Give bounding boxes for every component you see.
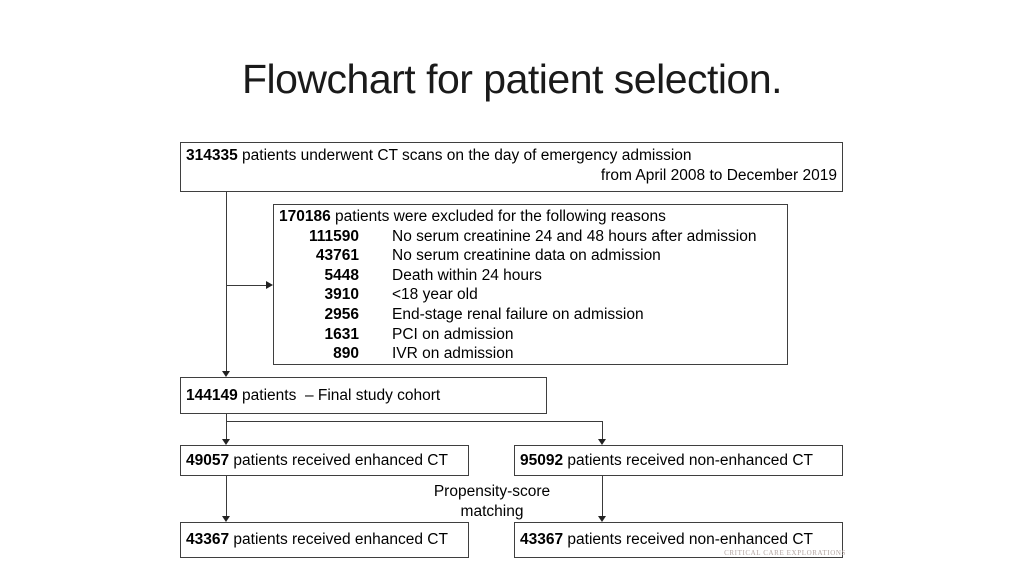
exclusion-reason: PCI on admission <box>392 325 514 343</box>
matched-enhanced-count: 43367 <box>186 531 230 548</box>
admission-period: from April 2008 to December 2019 <box>600 167 837 184</box>
exclusion-count: 3910 <box>324 286 359 304</box>
exclusion-count: 890 <box>333 345 359 363</box>
connector-to-exclusions <box>226 285 266 286</box>
box-final-cohort: 144149 patients – Final study cohort <box>180 377 547 414</box>
nonenhanced-count: 95092 <box>520 451 564 469</box>
propensity-matching-label: Propensity-score matching <box>432 482 552 521</box>
box-enhanced-ct: 49057 patients received enhanced CT <box>180 445 469 476</box>
exclusion-reason: No serum creatinine 24 and 48 hours afte… <box>392 227 757 245</box>
arrow-down-icon <box>222 439 230 445</box>
exclusion-row: 2956 End-stage renal failure on admission <box>279 305 787 325</box>
exclusion-reason: End-stage renal failure on admission <box>392 305 644 323</box>
arrow-down-icon <box>222 371 230 377</box>
enhanced-text: patients received enhanced CT <box>229 451 448 469</box>
arrow-down-icon <box>222 516 230 522</box>
connector-cohort-to-enhanced <box>226 414 227 439</box>
propensity-line1: Propensity-score <box>433 483 551 500</box>
exclusion-row: 111590 No serum creatinine 24 and 48 hour… <box>279 227 787 247</box>
exclusion-count: 43761 <box>315 247 359 265</box>
connector-branch-horizontal <box>226 421 603 422</box>
box-admission: 314335 patients underwent CT scans on th… <box>180 142 843 192</box>
admission-count: 314335 <box>186 147 238 164</box>
arrow-down-icon <box>598 439 606 445</box>
enhanced-count: 49057 <box>186 451 230 469</box>
exclusion-row: 3910 <18 year old <box>279 285 787 305</box>
nonenhanced-text: patients received non-enhanced CT <box>563 451 813 469</box>
exclusion-reason: Death within 24 hours <box>392 266 542 284</box>
exclusion-reason: <18 year old <box>392 286 478 304</box>
exclusion-row: 43761 No serum creatinine data on admissi… <box>279 246 787 266</box>
cohort-count: 144149 <box>186 387 238 404</box>
exclusion-count: 1631 <box>324 325 359 343</box>
propensity-line2: matching <box>460 502 524 520</box>
box-matched-nonenhanced-ct: 43367 patients received non-enhanced CT <box>514 522 843 558</box>
nonenhanced-line: 95092 patients received non-enhanced CT <box>520 451 813 471</box>
exclusions-text: patients were excluded for the following… <box>330 208 666 225</box>
connector-nonenhanced-to-matched <box>602 476 603 516</box>
exclusion-row: 1631 PCI on admission <box>279 325 787 345</box>
exclusions-header: 170186 patients were excluded for the fo… <box>279 207 787 227</box>
arrow-down-icon <box>598 516 606 522</box>
arrow-right-icon <box>266 281 273 289</box>
exclusion-row: 5448 Death within 24 hours <box>279 266 787 286</box>
admission-line: 314335 patients underwent CT scans on th… <box>186 146 837 166</box>
exclusion-count: 111590 <box>308 227 359 245</box>
exclusion-count: 5448 <box>324 266 359 284</box>
box-nonenhanced-ct: 95092 patients received non-enhanced CT <box>514 445 843 476</box>
exclusion-reason: IVR on admission <box>392 345 514 363</box>
exclusion-count: 2956 <box>324 305 359 323</box>
admission-text: patients underwent CT scans on the day o… <box>237 147 692 164</box>
journal-watermark: CRITICAL CARE EXPLORATIONS <box>724 549 846 557</box>
exclusion-row: 890 IVR on admission <box>279 344 787 364</box>
box-exclusions: 170186 patients were excluded for the fo… <box>273 204 788 365</box>
matched-nonenhanced-line: 43367 patients received non-enhanced CT <box>520 530 813 550</box>
box-matched-enhanced-ct: 43367 patients received enhanced CT <box>180 522 469 558</box>
exclusions-count: 170186 <box>279 208 331 225</box>
figure-title: Flowchart for patient selection. <box>241 56 783 102</box>
matched-nonenhanced-text: patients received non-enhanced CT <box>563 531 813 548</box>
exclusion-reason: No serum creatinine data on admission <box>392 247 661 265</box>
connector-enhanced-to-matched <box>226 476 227 516</box>
connector-admission-to-cohort <box>226 192 227 371</box>
cohort-text: patients – Final study cohort <box>237 387 441 404</box>
matched-enhanced-text: patients received enhanced CT <box>229 531 448 548</box>
matched-enhanced-line: 43367 patients received enhanced CT <box>186 530 448 550</box>
matched-nonenhanced-count: 43367 <box>520 531 564 548</box>
connector-to-nonenhanced <box>602 421 603 439</box>
enhanced-line: 49057 patients received enhanced CT <box>186 451 448 471</box>
